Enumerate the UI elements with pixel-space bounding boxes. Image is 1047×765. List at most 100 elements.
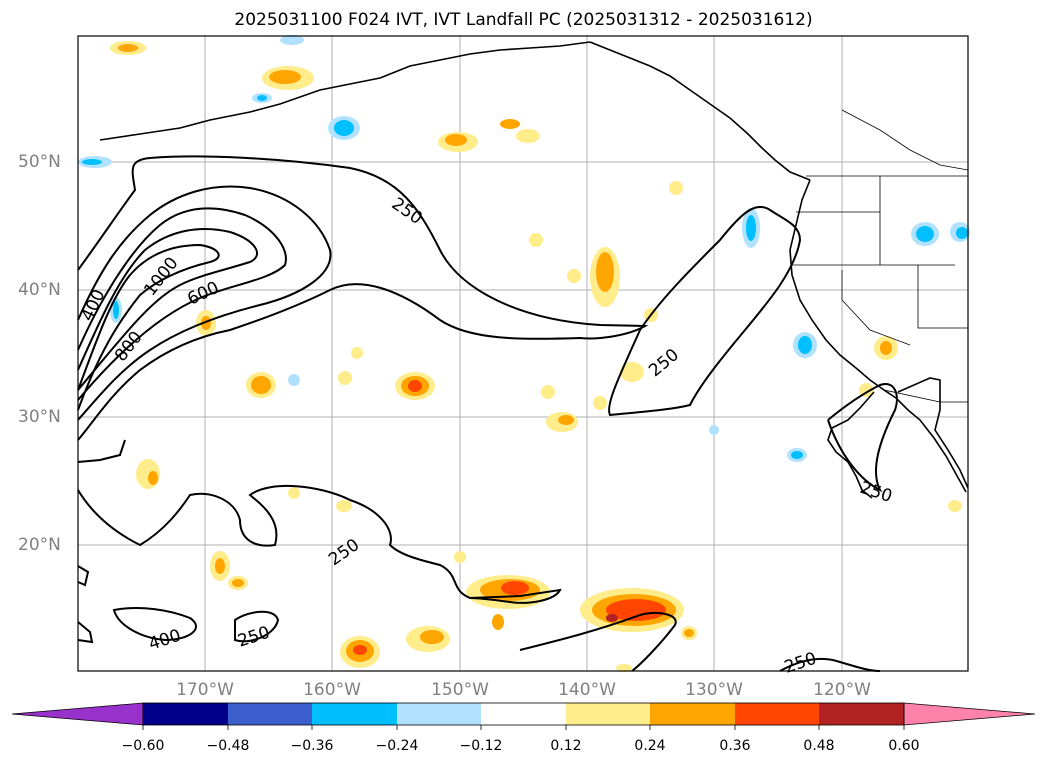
border-us-mexico <box>883 389 968 403</box>
pc-blob <box>593 396 607 410</box>
coastline-westcoast <box>789 179 967 493</box>
pc-blob <box>408 380 422 392</box>
colorbar-segment <box>819 703 904 725</box>
colorbar-extend-max <box>903 702 1036 726</box>
colorbar-segment <box>566 703 650 725</box>
pc-blob <box>251 376 271 394</box>
pc-blob <box>336 500 352 512</box>
lat-label: 30°N <box>18 407 61 427</box>
pc-blob <box>541 385 555 399</box>
lon-label: 170°W <box>176 680 234 700</box>
lon-label: 160°W <box>303 680 361 700</box>
lon-label: 140°W <box>558 680 616 700</box>
colorbar-tick-label: −0.12 <box>459 738 503 754</box>
colorbar-segment <box>143 703 228 725</box>
pc-blob <box>567 269 581 283</box>
pc-blob <box>501 581 529 595</box>
colorbar-segment <box>735 703 819 725</box>
pc-blob <box>620 362 644 382</box>
pc-blob <box>880 341 892 355</box>
lat-label: 20°N <box>18 535 61 555</box>
lat-label: 40°N <box>18 280 61 300</box>
colorbar-tick-label: 0.12 <box>550 738 582 754</box>
pc-blob <box>280 35 304 45</box>
contour-250-north <box>77 155 649 441</box>
border-state <box>917 265 968 329</box>
pc-blob <box>616 664 632 672</box>
colorbar-tick-label: 0.60 <box>888 738 920 754</box>
pc-blob <box>684 629 694 637</box>
ivt-contours <box>77 155 898 672</box>
pc-blob <box>606 614 618 622</box>
contour-250-baja <box>827 383 898 493</box>
colorbar-segment <box>397 703 481 725</box>
colorbar-tick-label: −0.36 <box>290 738 334 754</box>
contour-250-east <box>608 205 802 417</box>
colorbar-extend-min <box>11 702 144 726</box>
colorbar-segment <box>312 703 397 725</box>
pc-blob <box>500 119 520 129</box>
pc-blob <box>916 226 934 242</box>
contour-250-small <box>234 610 280 643</box>
colorbar-outline <box>142 702 905 726</box>
contour-1000 <box>77 243 220 411</box>
pc-blob <box>351 347 363 359</box>
colorbar-tick-label: 0.36 <box>719 738 751 754</box>
pc-blob <box>201 316 211 330</box>
pc-blob <box>791 451 803 459</box>
pc-blob <box>859 383 873 397</box>
contour-fragment <box>77 565 90 587</box>
coastline-mexico <box>897 377 969 489</box>
political-borders <box>792 109 969 403</box>
map-frame <box>77 35 969 672</box>
pc-blob <box>118 44 138 52</box>
colorbar-tick-label: −0.48 <box>206 738 250 754</box>
pc-blob <box>746 215 756 241</box>
colorbar-tick-label: 0.24 <box>634 738 666 754</box>
colorbar-segment <box>228 703 312 725</box>
pc-blob <box>669 181 683 195</box>
contour-250-subtrop <box>519 612 677 672</box>
gridlines <box>78 36 968 671</box>
contour-800 <box>77 228 258 391</box>
pc-blob <box>148 471 158 485</box>
pc-blob <box>454 551 466 563</box>
coastline-alaska-bc <box>589 41 811 181</box>
pc-fill-features <box>78 35 970 672</box>
pc-blob <box>334 120 354 136</box>
pc-blob <box>558 415 574 425</box>
pc-blob <box>956 227 968 239</box>
border-state <box>841 270 911 346</box>
pc-blob <box>113 301 119 319</box>
pc-blob <box>529 233 543 247</box>
coastlines <box>99 41 969 499</box>
lon-label: 120°W <box>813 680 871 700</box>
pc-blob <box>82 159 102 165</box>
pc-blob <box>445 134 467 146</box>
pc-blob <box>338 371 352 385</box>
pc-blob <box>516 129 540 143</box>
pc-blob <box>492 614 504 630</box>
map-title: 2025031100 F024 IVT, IVT Landfall PC (20… <box>234 10 813 30</box>
pc-blob <box>606 599 666 621</box>
lat-label: 50°N <box>18 152 61 172</box>
coastline-aleutians <box>99 41 591 141</box>
pc-blob <box>948 500 962 512</box>
contour-250-bottom <box>779 657 881 672</box>
colorbar-segment <box>650 703 735 725</box>
pc-blob <box>257 95 267 101</box>
colorbar-tick-label: −0.60 <box>121 738 165 754</box>
colorbar-tick-label: 0.48 <box>803 738 835 754</box>
border-canada-interior <box>841 109 969 171</box>
lon-label: 150°W <box>431 680 489 700</box>
pc-blob <box>709 425 719 435</box>
contour-400-south <box>112 607 197 642</box>
colorbar-segment <box>481 703 566 725</box>
pc-blob <box>232 579 244 587</box>
pc-blob <box>288 374 300 386</box>
contour-250-west <box>77 439 126 463</box>
contour-fragment <box>77 621 94 644</box>
pc-blob <box>353 645 367 655</box>
contour-250-south <box>77 485 562 604</box>
